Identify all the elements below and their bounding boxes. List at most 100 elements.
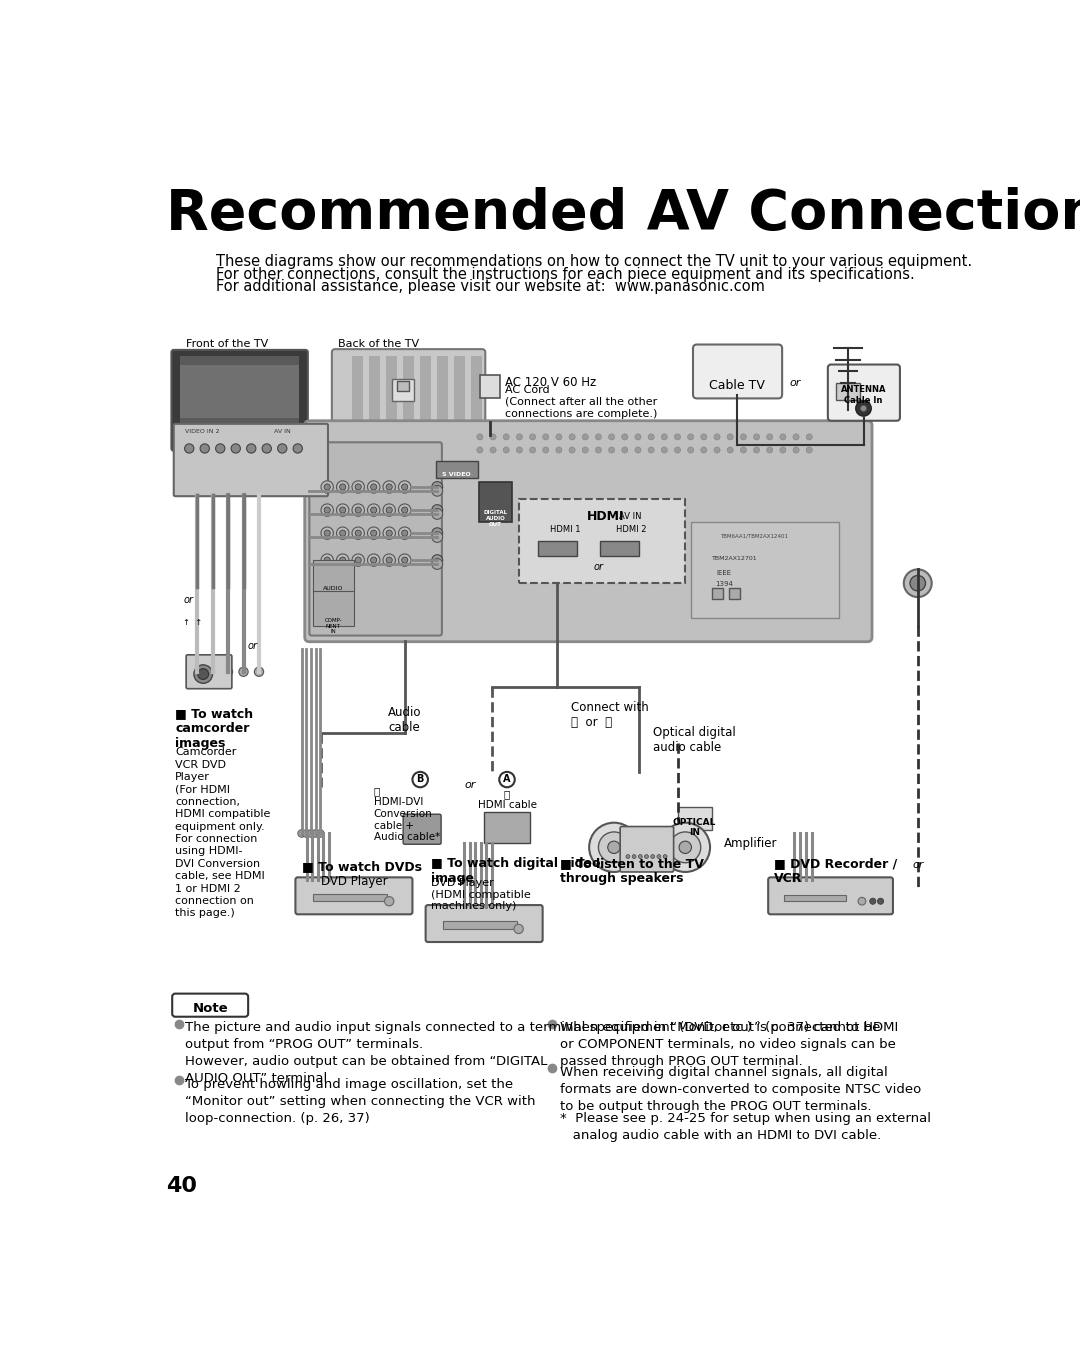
Circle shape xyxy=(387,530,392,536)
Circle shape xyxy=(352,481,364,493)
Circle shape xyxy=(324,484,330,491)
Text: OPTICAL
IN: OPTICAL IN xyxy=(673,818,716,837)
Circle shape xyxy=(910,575,926,592)
Circle shape xyxy=(321,481,334,493)
Bar xyxy=(313,589,353,626)
Bar xyxy=(480,375,500,398)
Circle shape xyxy=(352,553,364,566)
Text: When equipment (DVD, etc.) is connected to HDMI
or COMPONENT terminals, no video: When equipment (DVD, etc.) is connected … xyxy=(559,1021,897,1069)
FancyBboxPatch shape xyxy=(620,826,674,872)
Circle shape xyxy=(432,555,443,566)
Circle shape xyxy=(635,447,642,453)
Text: TBM2AX12701: TBM2AX12701 xyxy=(713,556,758,562)
Circle shape xyxy=(383,481,395,493)
Circle shape xyxy=(859,897,866,905)
Bar xyxy=(313,560,353,592)
Circle shape xyxy=(727,447,733,453)
Circle shape xyxy=(622,447,627,453)
Circle shape xyxy=(432,481,443,492)
Circle shape xyxy=(370,507,377,512)
Circle shape xyxy=(339,530,346,536)
Circle shape xyxy=(432,559,443,570)
Text: HDMI: HDMI xyxy=(586,510,624,523)
Circle shape xyxy=(661,447,667,453)
Circle shape xyxy=(367,504,380,517)
Bar xyxy=(713,587,724,598)
Text: The picture and audio input signals connected to a terminal specified in “Monito: The picture and audio input signals conn… xyxy=(186,1021,881,1085)
Circle shape xyxy=(714,433,720,440)
Text: or: or xyxy=(183,594,193,605)
Text: HDMI 1: HDMI 1 xyxy=(550,526,580,534)
Circle shape xyxy=(701,447,707,453)
Circle shape xyxy=(367,481,380,493)
Circle shape xyxy=(740,433,746,440)
Bar xyxy=(480,481,512,522)
Circle shape xyxy=(661,433,667,440)
Circle shape xyxy=(670,831,701,863)
Circle shape xyxy=(399,481,410,493)
Text: *  Please see p. 24-25 for setup when using an external
   analog audio cable wi: * Please see p. 24-25 for setup when usi… xyxy=(559,1112,931,1142)
Text: DVD Player
(HDMI compatible
machines only): DVD Player (HDMI compatible machines onl… xyxy=(431,878,530,912)
Circle shape xyxy=(432,504,443,515)
FancyBboxPatch shape xyxy=(403,814,441,844)
Bar xyxy=(484,812,530,842)
Text: ■ DVD Recorder /
VCR: ■ DVD Recorder / VCR xyxy=(773,856,896,885)
Circle shape xyxy=(767,447,773,453)
Circle shape xyxy=(432,532,443,542)
Text: 1394: 1394 xyxy=(715,581,733,587)
Text: S VIDEO: S VIDEO xyxy=(442,472,471,477)
Text: DVD Player: DVD Player xyxy=(321,875,388,889)
Circle shape xyxy=(402,530,408,536)
Circle shape xyxy=(793,447,799,453)
Circle shape xyxy=(869,898,876,904)
Text: 40: 40 xyxy=(166,1176,197,1197)
Text: HDMI 2: HDMI 2 xyxy=(616,526,646,534)
Circle shape xyxy=(529,447,536,453)
Text: To prevent howling and image oscillation, set the
“Monitor out” setting when con: To prevent howling and image oscillation… xyxy=(186,1078,536,1124)
Circle shape xyxy=(399,504,410,517)
Circle shape xyxy=(582,433,589,440)
Circle shape xyxy=(278,444,287,453)
Circle shape xyxy=(608,447,615,453)
Bar xyxy=(392,379,414,401)
FancyBboxPatch shape xyxy=(768,878,893,915)
Bar xyxy=(444,921,517,930)
Text: Front of the TV: Front of the TV xyxy=(186,339,269,349)
Circle shape xyxy=(780,433,786,440)
Circle shape xyxy=(402,507,408,512)
Text: ■ To watch
camcorder
images: ■ To watch camcorder images xyxy=(175,707,254,750)
Circle shape xyxy=(321,504,334,517)
Text: AC Cord
(Connect after all the other
connections are complete.): AC Cord (Connect after all the other con… xyxy=(505,386,658,418)
Circle shape xyxy=(754,433,759,440)
Circle shape xyxy=(370,557,377,563)
Text: or: or xyxy=(247,641,257,652)
Bar xyxy=(691,522,839,617)
Circle shape xyxy=(432,527,443,538)
Circle shape xyxy=(648,433,654,440)
Circle shape xyxy=(542,433,549,440)
Circle shape xyxy=(590,823,638,872)
Circle shape xyxy=(638,855,643,859)
Circle shape xyxy=(648,447,654,453)
Bar xyxy=(677,807,713,830)
Circle shape xyxy=(595,433,602,440)
Bar xyxy=(313,894,387,901)
Bar xyxy=(369,356,380,438)
Circle shape xyxy=(598,831,630,863)
Bar xyxy=(420,356,431,438)
Text: COMP-
NENT
IN: COMP- NENT IN xyxy=(324,617,342,634)
Circle shape xyxy=(514,924,524,934)
Circle shape xyxy=(387,507,392,512)
Bar xyxy=(600,541,638,556)
Circle shape xyxy=(793,433,799,440)
Circle shape xyxy=(255,667,264,676)
Circle shape xyxy=(499,771,515,788)
Text: ↑  ↑: ↑ ↑ xyxy=(183,617,202,627)
Circle shape xyxy=(806,433,812,440)
FancyBboxPatch shape xyxy=(828,364,900,421)
Circle shape xyxy=(674,447,680,453)
Text: Optical digital
audio cable: Optical digital audio cable xyxy=(652,725,735,754)
FancyBboxPatch shape xyxy=(309,443,442,635)
Circle shape xyxy=(661,823,710,872)
Circle shape xyxy=(490,447,496,453)
